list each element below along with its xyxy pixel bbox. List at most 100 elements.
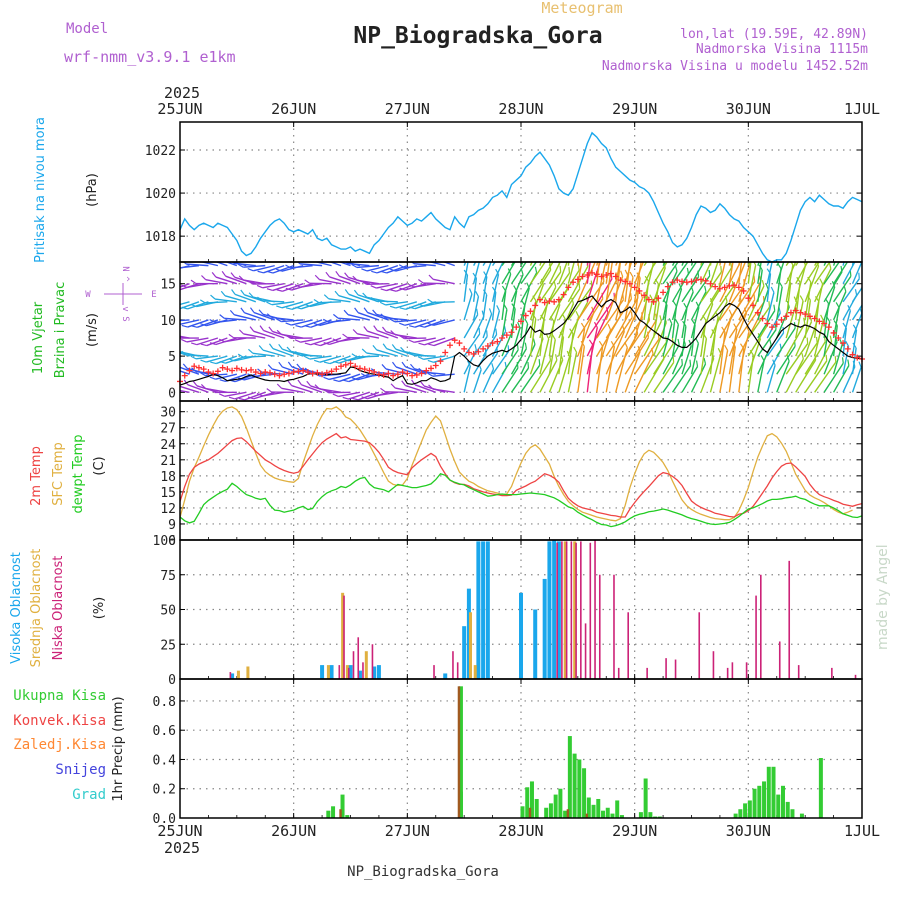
wind-barb: [766, 292, 775, 321]
wind-barb-flag: [258, 345, 264, 351]
wind-barb: [823, 271, 843, 303]
wind-barb: [633, 277, 641, 321]
gust-marker: [854, 354, 861, 361]
wind-barb-flag: [304, 303, 311, 307]
precip-bar-total: [643, 778, 648, 818]
wind-barb-flag: [508, 237, 509, 243]
cloud-bar-low: [580, 541, 582, 679]
wind-barb: [671, 324, 680, 357]
wind-barb: [432, 301, 455, 304]
wind-barb-flag: [200, 323, 207, 327]
cloud-bar-low: [674, 659, 677, 679]
wind-barb-flag: [163, 269, 169, 271]
wind-barb-flag: [317, 254, 321, 259]
wind-barb-flag: [704, 285, 707, 292]
wind-barb: [180, 283, 190, 288]
wind-barb: [215, 276, 238, 285]
cloud-bar-mid: [326, 665, 330, 679]
wind-barb: [205, 279, 228, 285]
wind-barb: [180, 301, 200, 310]
wind-barb-flag: [313, 322, 320, 327]
wind-barb-flag: [259, 325, 265, 331]
wind-barb: [348, 293, 370, 303]
cloud-bar-low: [698, 612, 701, 679]
wind-barb-flag: [580, 214, 583, 219]
gust-marker: [442, 349, 449, 356]
wind-barb-flag: [706, 250, 707, 256]
cloud-bar-high: [230, 673, 235, 679]
wind-barb: [394, 319, 417, 323]
wind-barb-flag: [390, 383, 396, 389]
x-tick-label-top: 26JUN: [271, 100, 316, 118]
wind-barb: [413, 283, 436, 288]
precip-bar-total: [534, 798, 539, 818]
wind-barb-flag: [268, 326, 274, 332]
wind-barb-flag: [276, 305, 283, 309]
wind-barb: [463, 274, 469, 302]
wind-barb: [405, 384, 427, 393]
wind-barb: [395, 366, 418, 375]
precip-bar-conv: [585, 813, 589, 818]
wind-barb-flag: [671, 337, 674, 344]
wind-barb: [310, 337, 332, 346]
wind-barb-flag: [563, 246, 564, 252]
cloud-bar-high: [348, 665, 353, 679]
wind-barb: [243, 264, 266, 268]
cloud-bar-low: [788, 560, 791, 679]
wind-barb: [320, 337, 342, 347]
wind-barb-flag: [163, 306, 169, 308]
wind-barb: [501, 290, 507, 321]
gust-marker: [314, 369, 321, 376]
wind-barb-flag: [209, 376, 216, 380]
precip-bar-total: [638, 812, 643, 818]
wind-barb: [187, 319, 209, 328]
wind-barb-flag: [825, 246, 826, 252]
gust-marker: [593, 271, 600, 278]
wind-barb: [262, 283, 285, 289]
wind-barb-flag: [211, 271, 217, 278]
gust-marker: [773, 321, 780, 328]
wind-barb: [605, 262, 614, 302]
cloud-bar-low: [589, 542, 592, 679]
wind-barb: [681, 291, 694, 321]
wind-barb-flag: [353, 289, 359, 296]
wind-barb: [766, 332, 785, 357]
precip-bar-total: [567, 736, 572, 818]
precip-bar-total: [572, 753, 577, 818]
wind-barb: [577, 262, 583, 284]
y-tick-label: 1020: [145, 187, 176, 202]
wind-barb: [539, 338, 550, 375]
wind-barb-flag: [486, 330, 488, 337]
gust-marker: [224, 366, 231, 373]
wind-barb-flag: [210, 294, 216, 300]
wind-barb: [634, 262, 638, 267]
wind-barb-flag: [549, 225, 551, 231]
wind-barb-flag: [686, 267, 690, 274]
wind-barb: [709, 262, 719, 284]
precip-bar-total: [776, 794, 781, 818]
wind-barb: [224, 295, 247, 303]
wind-barb-flag: [688, 339, 692, 346]
gust-marker: [849, 351, 856, 358]
wind-barb: [766, 364, 776, 393]
dewpoint-line: [179, 472, 863, 528]
wind-barb-flag: [199, 299, 206, 304]
wind-barb: [243, 279, 266, 285]
cloud-bar-high: [320, 665, 325, 679]
wind-barb-flag: [848, 233, 851, 238]
wind-barb-flag: [172, 335, 177, 338]
wind-barb-flag: [181, 338, 188, 343]
wind-barb: [271, 301, 294, 306]
wind-barb: [577, 312, 595, 357]
wind-barb-flag: [153, 302, 158, 305]
wind-barb: [653, 343, 674, 375]
wind-barb: [510, 274, 524, 303]
y-tick-label: 75: [160, 569, 176, 584]
wind-barb: [300, 283, 323, 288]
wind-barb-flag: [865, 325, 868, 330]
x-tick-label-top: 30JUN: [726, 100, 771, 118]
wind-barb-flag: [815, 336, 818, 344]
wind-barb: [472, 278, 478, 302]
wind-barb: [851, 303, 862, 321]
wind-barb-flag: [344, 262, 348, 264]
